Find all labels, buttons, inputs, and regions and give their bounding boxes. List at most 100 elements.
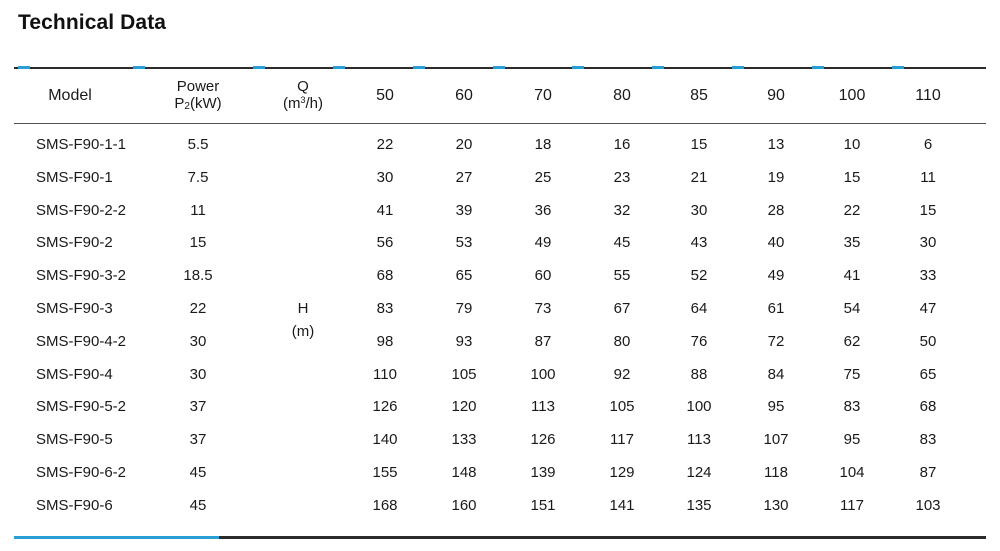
row-head-value: 117	[610, 431, 634, 449]
row-model: SMS-F90-6-2	[36, 464, 127, 481]
row-model: SMS-F90-2	[36, 234, 113, 252]
row-head-value: 126	[372, 398, 398, 416]
row-model: SMS-F90-4-2	[36, 332, 127, 350]
row-head-value: 22	[376, 136, 394, 153]
row-head-value: 67	[613, 300, 631, 317]
row-head-value: 76	[690, 332, 708, 350]
row-head-value: 52	[690, 267, 708, 285]
row-head-value: 100	[530, 365, 556, 383]
header-flow-2: 70	[534, 87, 552, 104]
header-q: Q (m3/h)	[283, 78, 323, 114]
row-power: 7.5	[187, 168, 209, 186]
row-head-value: 126	[530, 431, 556, 449]
row-head-value: 118	[764, 464, 788, 481]
row-head-value: 45	[613, 234, 631, 252]
row-head-value: 10	[843, 136, 861, 153]
row-head-value: 65	[455, 267, 473, 285]
rule-accent-mark	[253, 66, 265, 69]
row-head-value: 88	[690, 365, 708, 383]
row-head-value: 15	[843, 168, 861, 186]
row-head-value: 13	[767, 136, 785, 153]
row-model: SMS-F90-1	[36, 168, 113, 186]
row-power: 15	[189, 234, 207, 252]
row-head-value: 155	[372, 464, 398, 481]
row-head-value: 130	[763, 496, 789, 514]
row-head-value: 83	[376, 300, 394, 317]
row-model: SMS-F90-5	[36, 431, 113, 449]
header-flow-5: 90	[767, 87, 785, 104]
row-head-value: 72	[767, 332, 785, 350]
header-flow-7: 110	[915, 87, 941, 104]
row-head-value: 16	[613, 136, 631, 153]
row-head-value: 120	[451, 398, 477, 416]
row-head-value: 79	[455, 300, 473, 317]
row-head-value: 87	[534, 332, 552, 350]
rule-accent-mark	[133, 66, 145, 69]
row-head-value: 107	[763, 431, 789, 449]
rule-accent-mark	[812, 66, 824, 69]
row-power: 45	[189, 496, 207, 514]
header-q-label: Q	[297, 78, 309, 95]
row-head-value: 129	[609, 464, 635, 481]
row-head-value: 68	[919, 398, 937, 416]
row-head-value: 6	[923, 136, 933, 153]
row-head-value: 140	[372, 431, 398, 449]
row-power: 30	[189, 332, 207, 350]
row-head-value: 98	[376, 332, 394, 350]
rule-accent-mark	[892, 66, 904, 69]
row-head-value: 19	[767, 168, 785, 186]
row-power: 30	[189, 365, 207, 383]
row-head-value: 49	[534, 234, 552, 252]
row-head-value: 84	[767, 365, 785, 383]
row-head-value: 40	[767, 234, 785, 252]
row-head-value: 22	[843, 201, 861, 219]
rule-accent-mark	[18, 66, 30, 69]
row-head-value: 135	[686, 496, 712, 514]
row-head-value: 73	[534, 300, 552, 317]
header-q-unit: (m3/h)	[282, 95, 324, 112]
row-head-value: 53	[455, 234, 473, 252]
rule-accent-mark	[732, 66, 744, 69]
row-head-value: 83	[919, 431, 937, 449]
row-head-value: 93	[455, 332, 473, 350]
row-head-value: 23	[613, 168, 631, 186]
row-head-value: 65	[919, 365, 937, 383]
page-title: Technical Data	[18, 11, 167, 34]
row-head-value: 113	[687, 431, 711, 449]
row-head-value: 21	[690, 168, 708, 186]
row-head-value: 15	[919, 201, 937, 219]
row-power: 22	[189, 300, 207, 317]
row-head-value: 47	[919, 300, 937, 317]
row-model: SMS-F90-2-2	[36, 201, 127, 219]
header-flow-6: 100	[838, 87, 866, 104]
row-head-value: 39	[455, 201, 473, 219]
row-head-value: 18	[534, 136, 552, 153]
row-head-value: 43	[690, 234, 708, 252]
header-flow-4: 85	[690, 87, 708, 104]
row-head-value: 133	[451, 431, 477, 449]
row-head-value: 36	[534, 201, 552, 219]
row-head-value: 117	[840, 496, 864, 514]
row-head-value: 56	[376, 234, 394, 252]
rule-accent-mark	[493, 66, 505, 69]
row-head-value: 15	[690, 136, 708, 153]
row-head-value: 148	[451, 464, 477, 481]
row-head-value: 27	[455, 168, 473, 186]
row-head-value: 20	[455, 136, 473, 153]
header-flow-0: 50	[376, 87, 394, 104]
row-head-value: 41	[376, 201, 394, 219]
row-head-value: 68	[376, 267, 394, 285]
row-head-value: 160	[451, 496, 477, 514]
row-head-value: 30	[690, 201, 708, 219]
row-head-value: 95	[767, 398, 785, 416]
row-head-value: 100	[686, 398, 712, 416]
row-head-value: 75	[843, 365, 861, 383]
row-head-value: 139	[530, 464, 556, 481]
row-head-value: 54	[843, 300, 861, 317]
header-power: Power P2(kW)	[174, 78, 221, 114]
row-model: SMS-F90-4	[36, 365, 113, 383]
table-bottom-rule	[14, 536, 986, 539]
rule-accent-mark	[572, 66, 584, 69]
row-head-value: 33	[919, 267, 937, 285]
row-model: SMS-F90-1-1	[36, 136, 127, 153]
